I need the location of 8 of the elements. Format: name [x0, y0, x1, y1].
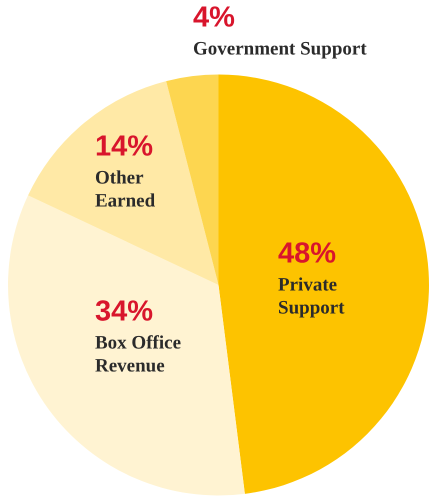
slice-label: Box Office Revenue	[95, 332, 182, 376]
slice-label: Government Support	[193, 38, 368, 60]
slice-label: Private Support	[278, 274, 346, 318]
slice-label: Other Earned	[95, 167, 156, 212]
data-label: 34%	[95, 296, 154, 328]
data-label: 48%	[278, 238, 336, 270]
data-label: 14%	[95, 130, 154, 162]
data-label: 4%	[193, 2, 236, 34]
